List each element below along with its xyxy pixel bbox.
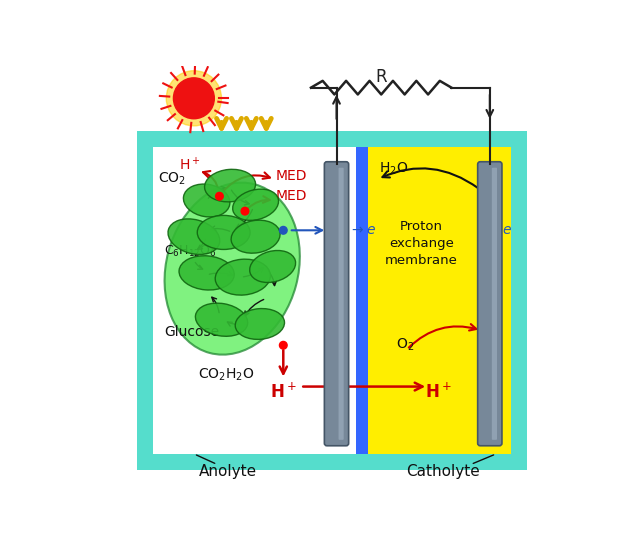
Text: Anolyte: Anolyte xyxy=(199,464,257,479)
Ellipse shape xyxy=(179,255,234,290)
Text: O$_2$: O$_2$ xyxy=(396,337,415,353)
Ellipse shape xyxy=(184,184,230,217)
Text: $\rightarrow$e: $\rightarrow$e xyxy=(349,223,376,237)
Text: H$_2$O: H$_2$O xyxy=(379,160,408,177)
Circle shape xyxy=(216,192,223,200)
Text: H$^+$: H$^+$ xyxy=(179,155,200,173)
Bar xyxy=(154,147,356,454)
FancyBboxPatch shape xyxy=(492,168,497,440)
Text: H$^+$: H$^+$ xyxy=(426,383,452,402)
Circle shape xyxy=(166,71,221,126)
Ellipse shape xyxy=(231,220,280,253)
Bar xyxy=(520,131,527,470)
Text: CO$_2$H$_2$O: CO$_2$H$_2$O xyxy=(198,367,255,383)
Text: H$^+$: H$^+$ xyxy=(270,383,297,402)
Bar xyxy=(137,462,527,470)
Text: R: R xyxy=(376,68,387,86)
Text: MED: MED xyxy=(276,169,308,183)
Bar xyxy=(137,131,527,470)
Bar xyxy=(369,147,511,454)
Ellipse shape xyxy=(168,219,220,254)
Ellipse shape xyxy=(197,216,250,249)
Ellipse shape xyxy=(164,182,300,354)
Ellipse shape xyxy=(233,189,278,220)
Ellipse shape xyxy=(250,251,296,283)
Circle shape xyxy=(280,227,287,234)
Ellipse shape xyxy=(195,303,248,336)
Ellipse shape xyxy=(236,309,285,340)
Text: Proton
exchange
membrane: Proton exchange membrane xyxy=(385,220,458,267)
Text: Catholyte: Catholyte xyxy=(406,464,480,479)
Text: Glucose: Glucose xyxy=(164,326,219,340)
Bar xyxy=(137,133,527,145)
Ellipse shape xyxy=(215,259,271,295)
FancyBboxPatch shape xyxy=(339,168,344,440)
Text: C$_6$H$_{12}$O$_6$: C$_6$H$_{12}$O$_6$ xyxy=(164,244,217,259)
Circle shape xyxy=(280,341,287,349)
Bar xyxy=(356,147,369,454)
Circle shape xyxy=(241,207,249,215)
Text: e: e xyxy=(502,223,511,237)
FancyBboxPatch shape xyxy=(324,161,349,446)
Text: MED: MED xyxy=(276,189,308,204)
Circle shape xyxy=(173,78,214,119)
Ellipse shape xyxy=(205,169,255,202)
Text: CO$_2$: CO$_2$ xyxy=(157,171,186,187)
Bar xyxy=(137,131,145,470)
FancyBboxPatch shape xyxy=(477,161,502,446)
